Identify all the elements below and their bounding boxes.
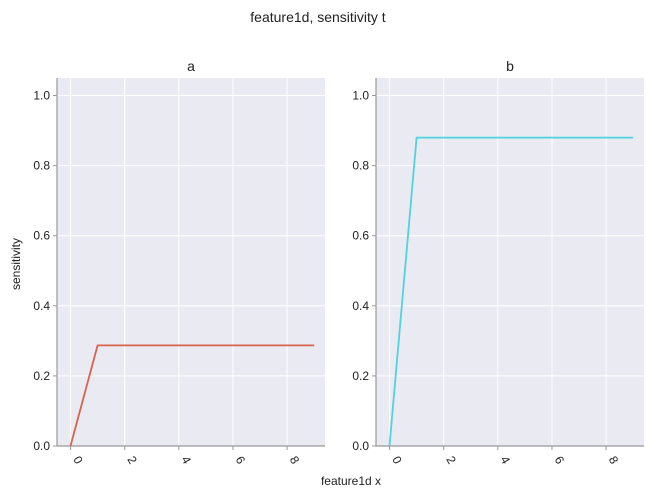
x-tick-label-a: 0 (70, 454, 86, 467)
subplot-a: 0.0 0.2 0.4 0.6 0.8 1.0 0 2 4 6 8 a (33, 58, 325, 467)
subplot-title-b: b (506, 58, 514, 74)
y-tick-label-b: 0.0 (352, 439, 369, 453)
y-tick-label-a: 0.6 (33, 229, 50, 243)
y-tick-label-a: 1.0 (33, 89, 50, 103)
series-line-b (388, 136, 634, 447)
y-axis-label: sensitivity (9, 238, 23, 290)
y-tick-label-a: 0.2 (33, 369, 50, 383)
y-tick-label-b: 0.4 (352, 299, 369, 313)
y-tick-label-a: 0.8 (33, 159, 50, 173)
plot-area-b (376, 78, 644, 446)
x-tick-label-b: 2 (443, 454, 459, 467)
subplot-title-a: a (187, 58, 195, 74)
x-tick-label-b: 8 (606, 454, 622, 467)
y-tick-label-b: 0.8 (352, 159, 369, 173)
x-tick-label-a: 2 (124, 454, 140, 467)
x-tick-label-a: 4 (179, 454, 195, 467)
y-tick-label-b: 0.6 (352, 229, 369, 243)
series-line-a (69, 344, 315, 447)
y-tick-label-a: 0.0 (33, 439, 50, 453)
x-tick-label-a: 6 (233, 454, 249, 467)
y-tick-label-b: 0.2 (352, 369, 369, 383)
figure-title: feature1d, sensitivity t (250, 9, 386, 25)
subplot-b: 0.0 0.2 0.4 0.6 0.8 1.0 0 2 4 6 8 b (352, 58, 644, 467)
x-tick-label-b: 4 (498, 454, 514, 467)
x-axis-label: feature1d x (321, 474, 381, 488)
y-tick-label-a: 0.4 (33, 299, 50, 313)
x-tick-label-b: 0 (389, 454, 405, 467)
y-tick-label-b: 1.0 (352, 89, 369, 103)
x-tick-label-b: 6 (552, 454, 568, 467)
plot-area-a (57, 78, 325, 446)
x-tick-label-a: 8 (287, 454, 303, 467)
